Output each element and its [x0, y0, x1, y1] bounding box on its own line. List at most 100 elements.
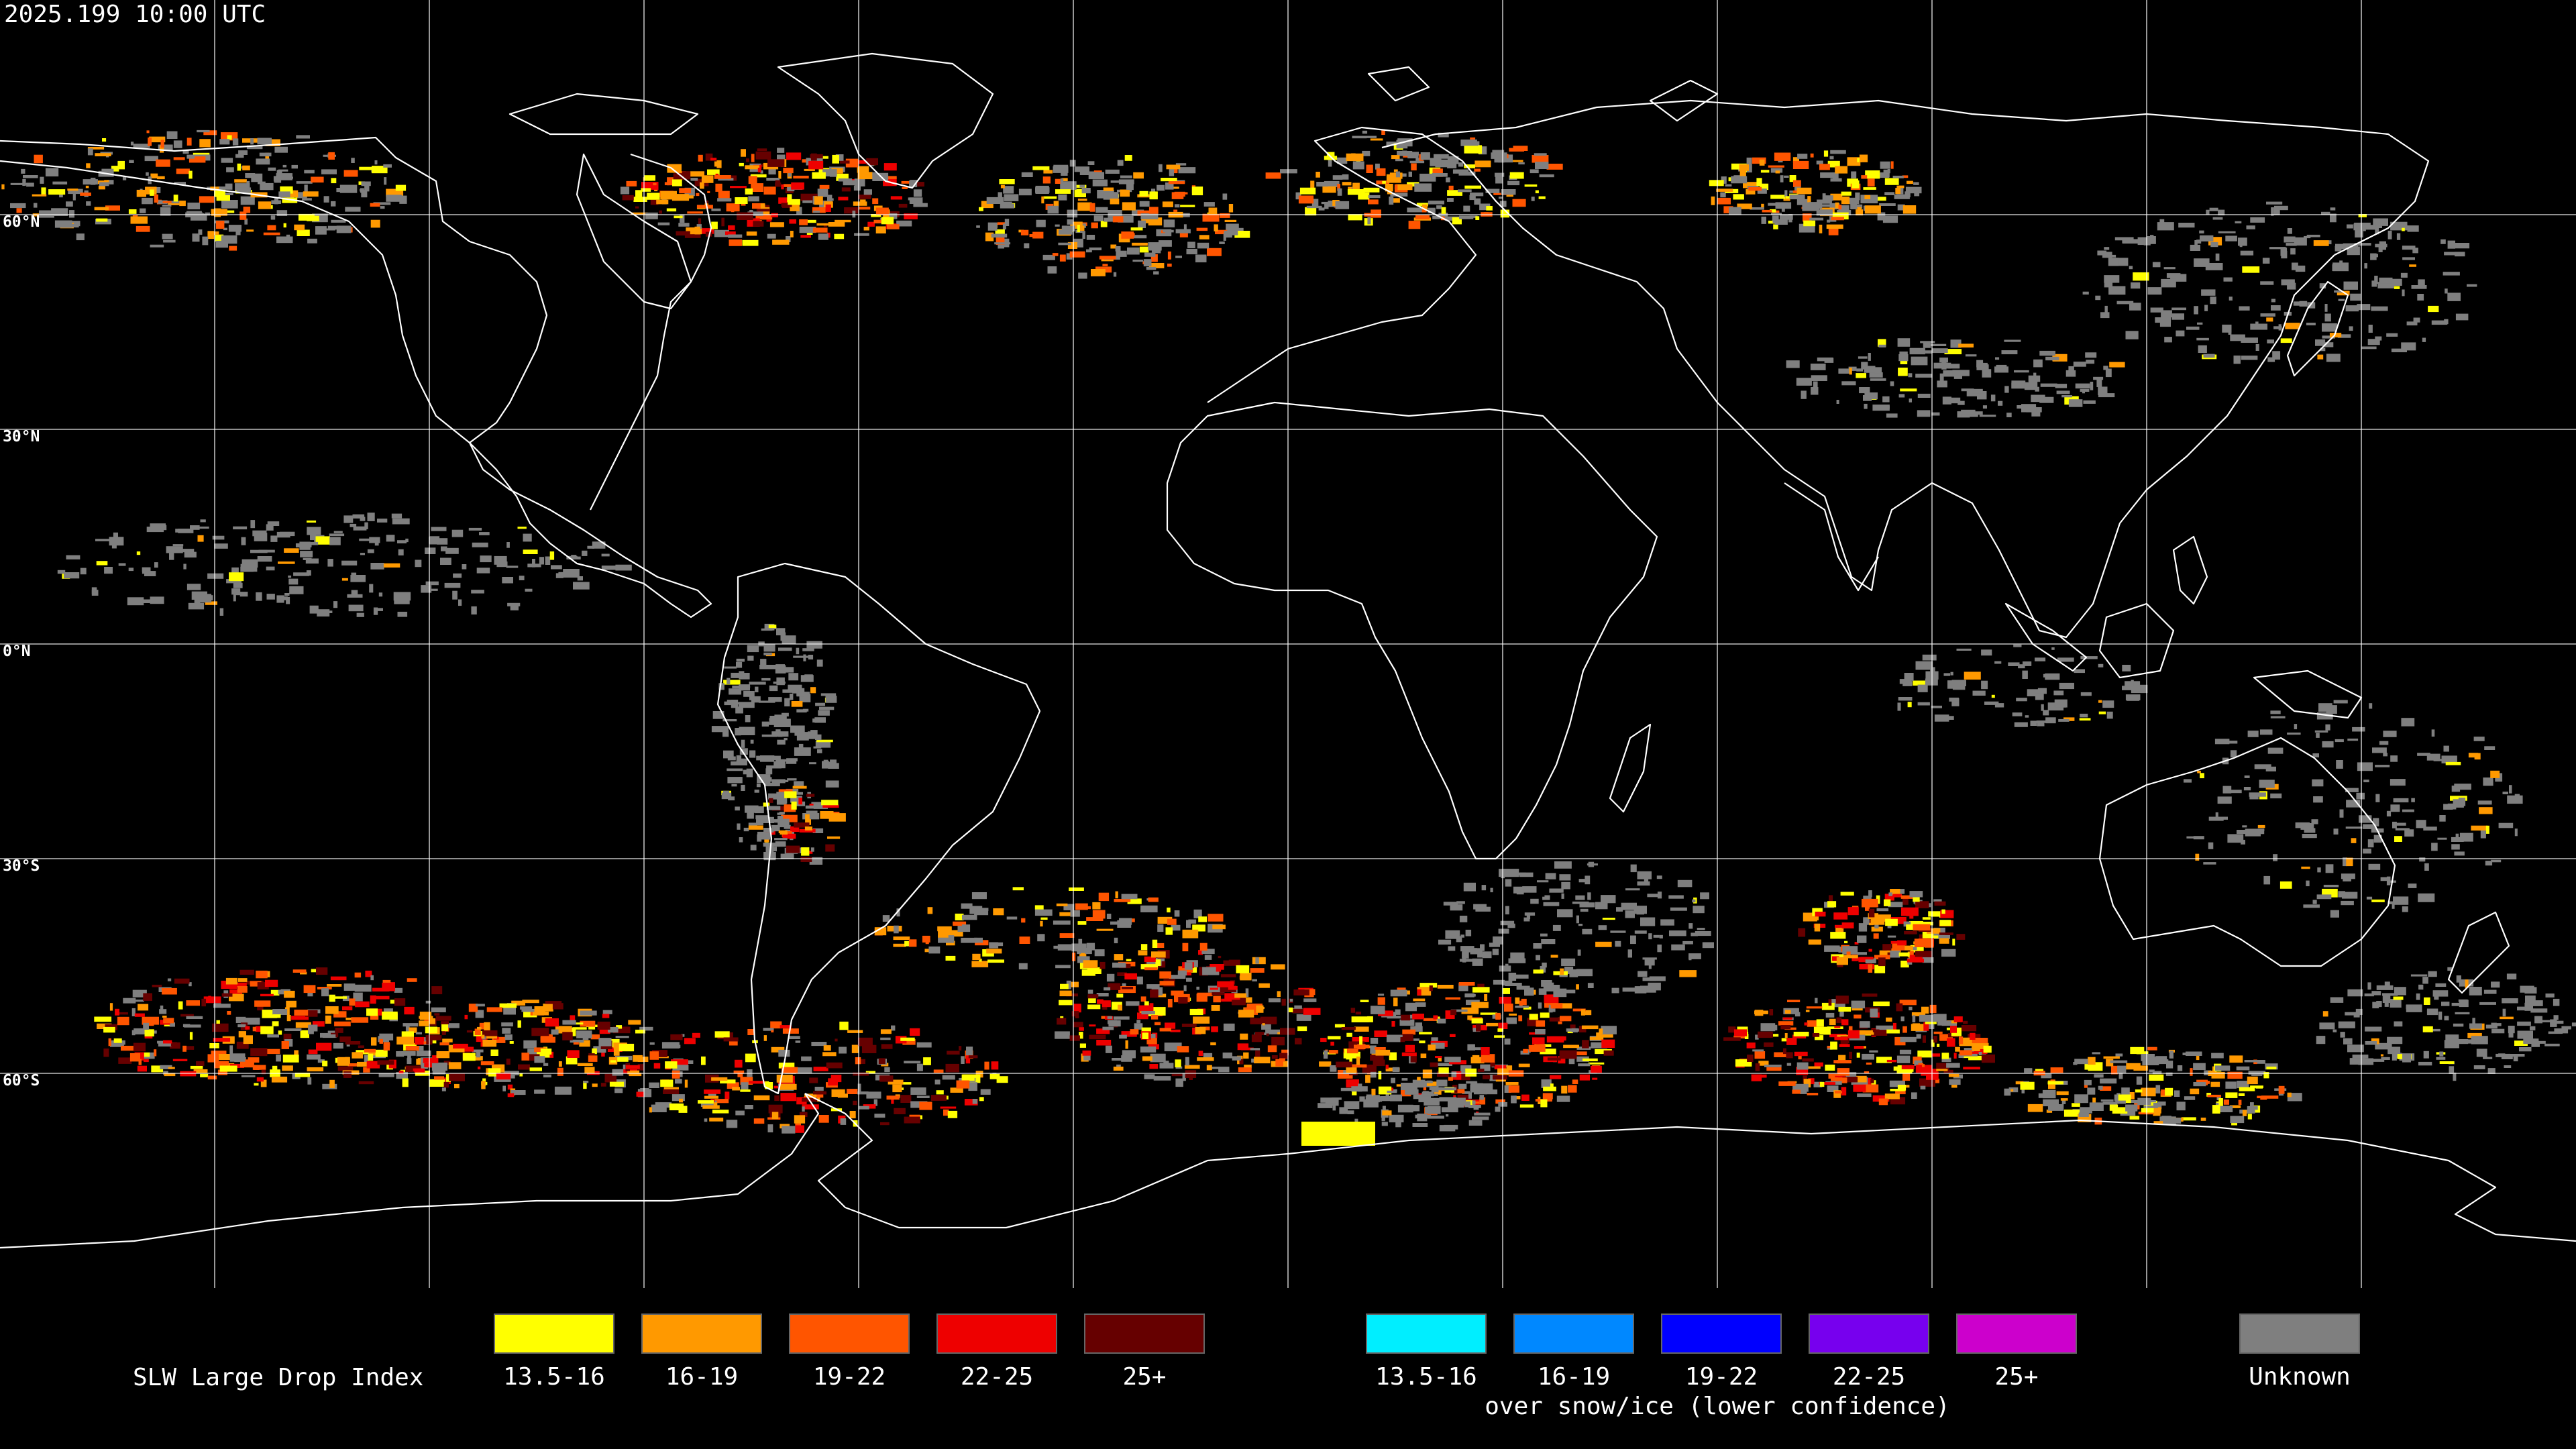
slw-pixel — [613, 1057, 629, 1062]
slw-pixel — [866, 158, 878, 166]
slw-pixel — [1633, 906, 1647, 914]
slw-pixel — [2184, 1096, 2196, 1100]
slw-pixel — [1374, 1030, 1387, 1037]
slw-pixel — [481, 1034, 485, 1039]
slw-pixel — [672, 194, 690, 201]
slw-pixel — [637, 1057, 649, 1062]
slw-pixel — [1113, 272, 1117, 277]
slw-pixel — [1648, 982, 1661, 991]
slw-pixel — [2059, 682, 2074, 690]
slw-pixel — [1784, 1033, 1788, 1038]
slw-pixel — [1458, 1083, 1467, 1089]
slw-pixel — [1303, 998, 1317, 1002]
slw-pixel — [1390, 1094, 1402, 1102]
slw-pixel — [588, 1053, 595, 1056]
slw-pixel — [1828, 227, 1839, 235]
slw-pixel — [1402, 1034, 1413, 1041]
slw-pixel — [2120, 1108, 2136, 1116]
slw-pixel — [257, 556, 272, 562]
slw-pixel — [562, 1032, 573, 1040]
slw-pixel — [2161, 278, 2176, 288]
slw-pixel — [1821, 1002, 1835, 1010]
slw-pixel — [540, 1049, 552, 1055]
slw-pixel — [1729, 207, 1741, 215]
slw-pixel — [1234, 231, 1250, 238]
slw-pixel — [1794, 1051, 1808, 1057]
slw-pixel — [2205, 263, 2223, 270]
slw-pixel — [244, 218, 248, 225]
slw-pixel — [1939, 1034, 1953, 1041]
slw-pixel — [1037, 934, 1045, 942]
slw-pixel — [1495, 172, 1505, 177]
slw-pixel — [254, 1000, 271, 1007]
slw-pixel — [1497, 1068, 1511, 1075]
slw-pixel — [409, 1027, 417, 1033]
slw-pixel — [1020, 229, 1029, 235]
slw-pixel — [1907, 180, 1913, 184]
slw-pixel — [831, 1089, 845, 1097]
slw-pixel — [826, 232, 830, 238]
slw-pixel — [1808, 1066, 1821, 1069]
slw-pixel — [1627, 949, 1632, 958]
slw-pixel — [441, 1023, 449, 1032]
slw-pixel — [910, 1101, 928, 1108]
slw-pixel — [265, 152, 270, 162]
slw-pixel — [1884, 1093, 1900, 1099]
lat-label-60n: 60°N — [3, 213, 40, 231]
slw-pixel — [272, 1009, 288, 1015]
slw-pixel — [916, 1042, 932, 1048]
slw-pixel — [1178, 997, 1188, 1004]
slw-pixel — [1950, 1026, 1957, 1033]
slw-pixel — [1842, 946, 1858, 955]
slw-pixel — [625, 1065, 640, 1069]
slw-pixel — [1485, 189, 1500, 193]
slw-pixel — [1240, 1033, 1248, 1040]
slw-pixel — [266, 524, 274, 531]
slw-pixel — [620, 186, 630, 195]
slw-pixel — [264, 979, 278, 987]
slw-pixel — [1212, 992, 1224, 996]
slw-pixel — [714, 1099, 729, 1104]
slw-pixel — [2394, 1021, 2403, 1027]
slw-pixel — [2393, 896, 2409, 905]
slw-pixel — [740, 1077, 753, 1085]
slw-pixel — [1890, 161, 1894, 169]
slw-pixel — [961, 937, 977, 943]
slw-pixel — [2374, 276, 2378, 284]
slw-pixel — [1061, 178, 1068, 182]
slw-pixel — [1224, 993, 1240, 1000]
slw-pixel — [1096, 993, 1109, 997]
slw-pixel — [1219, 241, 1225, 244]
slw-pixel — [680, 214, 685, 223]
slw-pixel — [396, 1036, 415, 1045]
slw-pixel — [712, 1110, 729, 1114]
slw-pixel — [2261, 1095, 2279, 1099]
slw-pixel — [378, 1036, 389, 1042]
slw-pixel — [2012, 712, 2023, 716]
slw-pixel — [189, 156, 206, 163]
slw-pixel — [2155, 1085, 2161, 1093]
slw-pixel — [1888, 902, 1903, 908]
slw-pixel — [2041, 704, 2044, 711]
slw-pixel — [1079, 171, 1095, 175]
slw-pixel — [229, 1045, 233, 1055]
slw-pixel — [1892, 1022, 1896, 1032]
slw-pixel — [189, 170, 193, 179]
slw-pixel — [425, 581, 439, 586]
slw-pixel — [1931, 705, 1942, 708]
slw-pixel — [698, 154, 703, 162]
slw-pixel — [781, 184, 784, 190]
slw-pixel — [1401, 1078, 1408, 1081]
slw-pixel — [572, 1027, 587, 1030]
slw-pixel — [105, 205, 120, 211]
slw-pixel — [900, 1037, 915, 1041]
slw-pixel — [2186, 326, 2200, 330]
slw-pixel — [466, 1030, 473, 1033]
slw-pixel — [818, 710, 830, 716]
slw-pixel — [1148, 242, 1162, 251]
slw-pixel — [1402, 1029, 1416, 1035]
slw-pixel — [815, 741, 831, 748]
slw-pixel — [1796, 378, 1812, 386]
slw-pixel — [775, 841, 786, 847]
slw-pixel — [2225, 1092, 2238, 1098]
